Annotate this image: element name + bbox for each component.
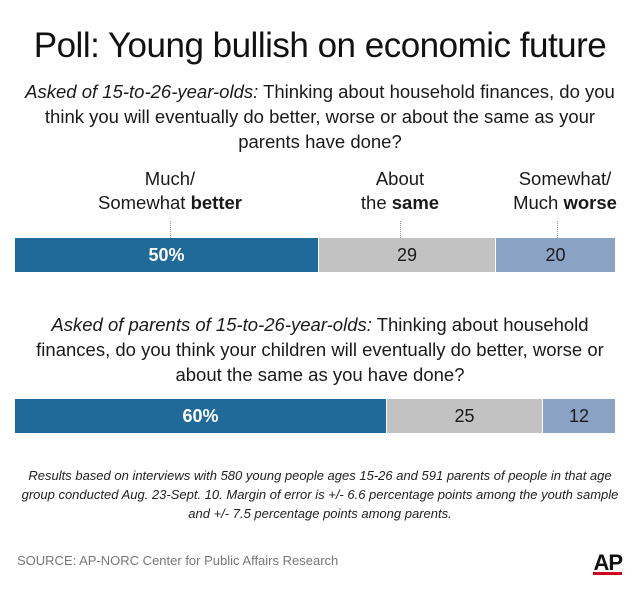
question-youth-lead: Asked of 15-to-26-year-olds: [25, 81, 259, 102]
segment-same: 29 [319, 238, 495, 272]
data-label: 50% [148, 244, 185, 265]
data-label: 20 [545, 244, 566, 265]
column-tick-worse [557, 221, 558, 238]
segment-worse: 20 [496, 238, 615, 272]
segment-worse: 12 [543, 399, 615, 433]
data-label: 60% [182, 405, 219, 426]
column-header-same-line1: About [375, 168, 425, 189]
source-credit: SOURCE: AP-NORC Center for Public Affair… [17, 553, 339, 568]
question-youth-text: Thinking about household finances, do yo… [44, 81, 615, 152]
column-header-same: About the same [332, 167, 468, 215]
chart-title: Poll: Young bullish on economic future [33, 26, 607, 65]
bar-parents: 60% 25 12 [15, 399, 615, 433]
methodology-note: Results based on interviews with 580 you… [21, 468, 619, 521]
segment-better: 50% [15, 238, 318, 272]
column-header-worse-line2: Much worse [513, 192, 617, 213]
ap-logo: AP [593, 550, 623, 575]
data-label: 12 [568, 405, 590, 426]
column-header-better: Much/ Somewhat better [70, 167, 270, 215]
segment-better: 60% [15, 399, 386, 433]
data-label: 25 [454, 405, 475, 426]
question-parents-lead: Asked of parents of 15-to-26-year-olds: [51, 314, 372, 335]
data-label: 29 [396, 244, 418, 265]
column-header-worse: Somewhat/ Much worse [490, 167, 640, 215]
column-header-better-line2: Somewhat better [98, 192, 242, 213]
segment-same: 25 [387, 399, 542, 433]
bar-youth: 50% 29 20 [15, 238, 615, 272]
column-tick-same [400, 221, 401, 238]
question-youth: Asked of 15-to-26-year-olds: Thinking ab… [20, 79, 620, 154]
column-tick-better [170, 221, 171, 238]
question-parents: Asked of parents of 15-to-26-year-olds: … [20, 312, 620, 387]
column-header-worse-line1: Somewhat/ [518, 168, 612, 189]
column-header-better-line1: Much/ [144, 168, 196, 189]
ap-logo-underline [593, 572, 622, 575]
question-parents-text: Thinking about household finances, do yo… [36, 314, 604, 385]
column-header-same-line2: the same [360, 192, 440, 213]
